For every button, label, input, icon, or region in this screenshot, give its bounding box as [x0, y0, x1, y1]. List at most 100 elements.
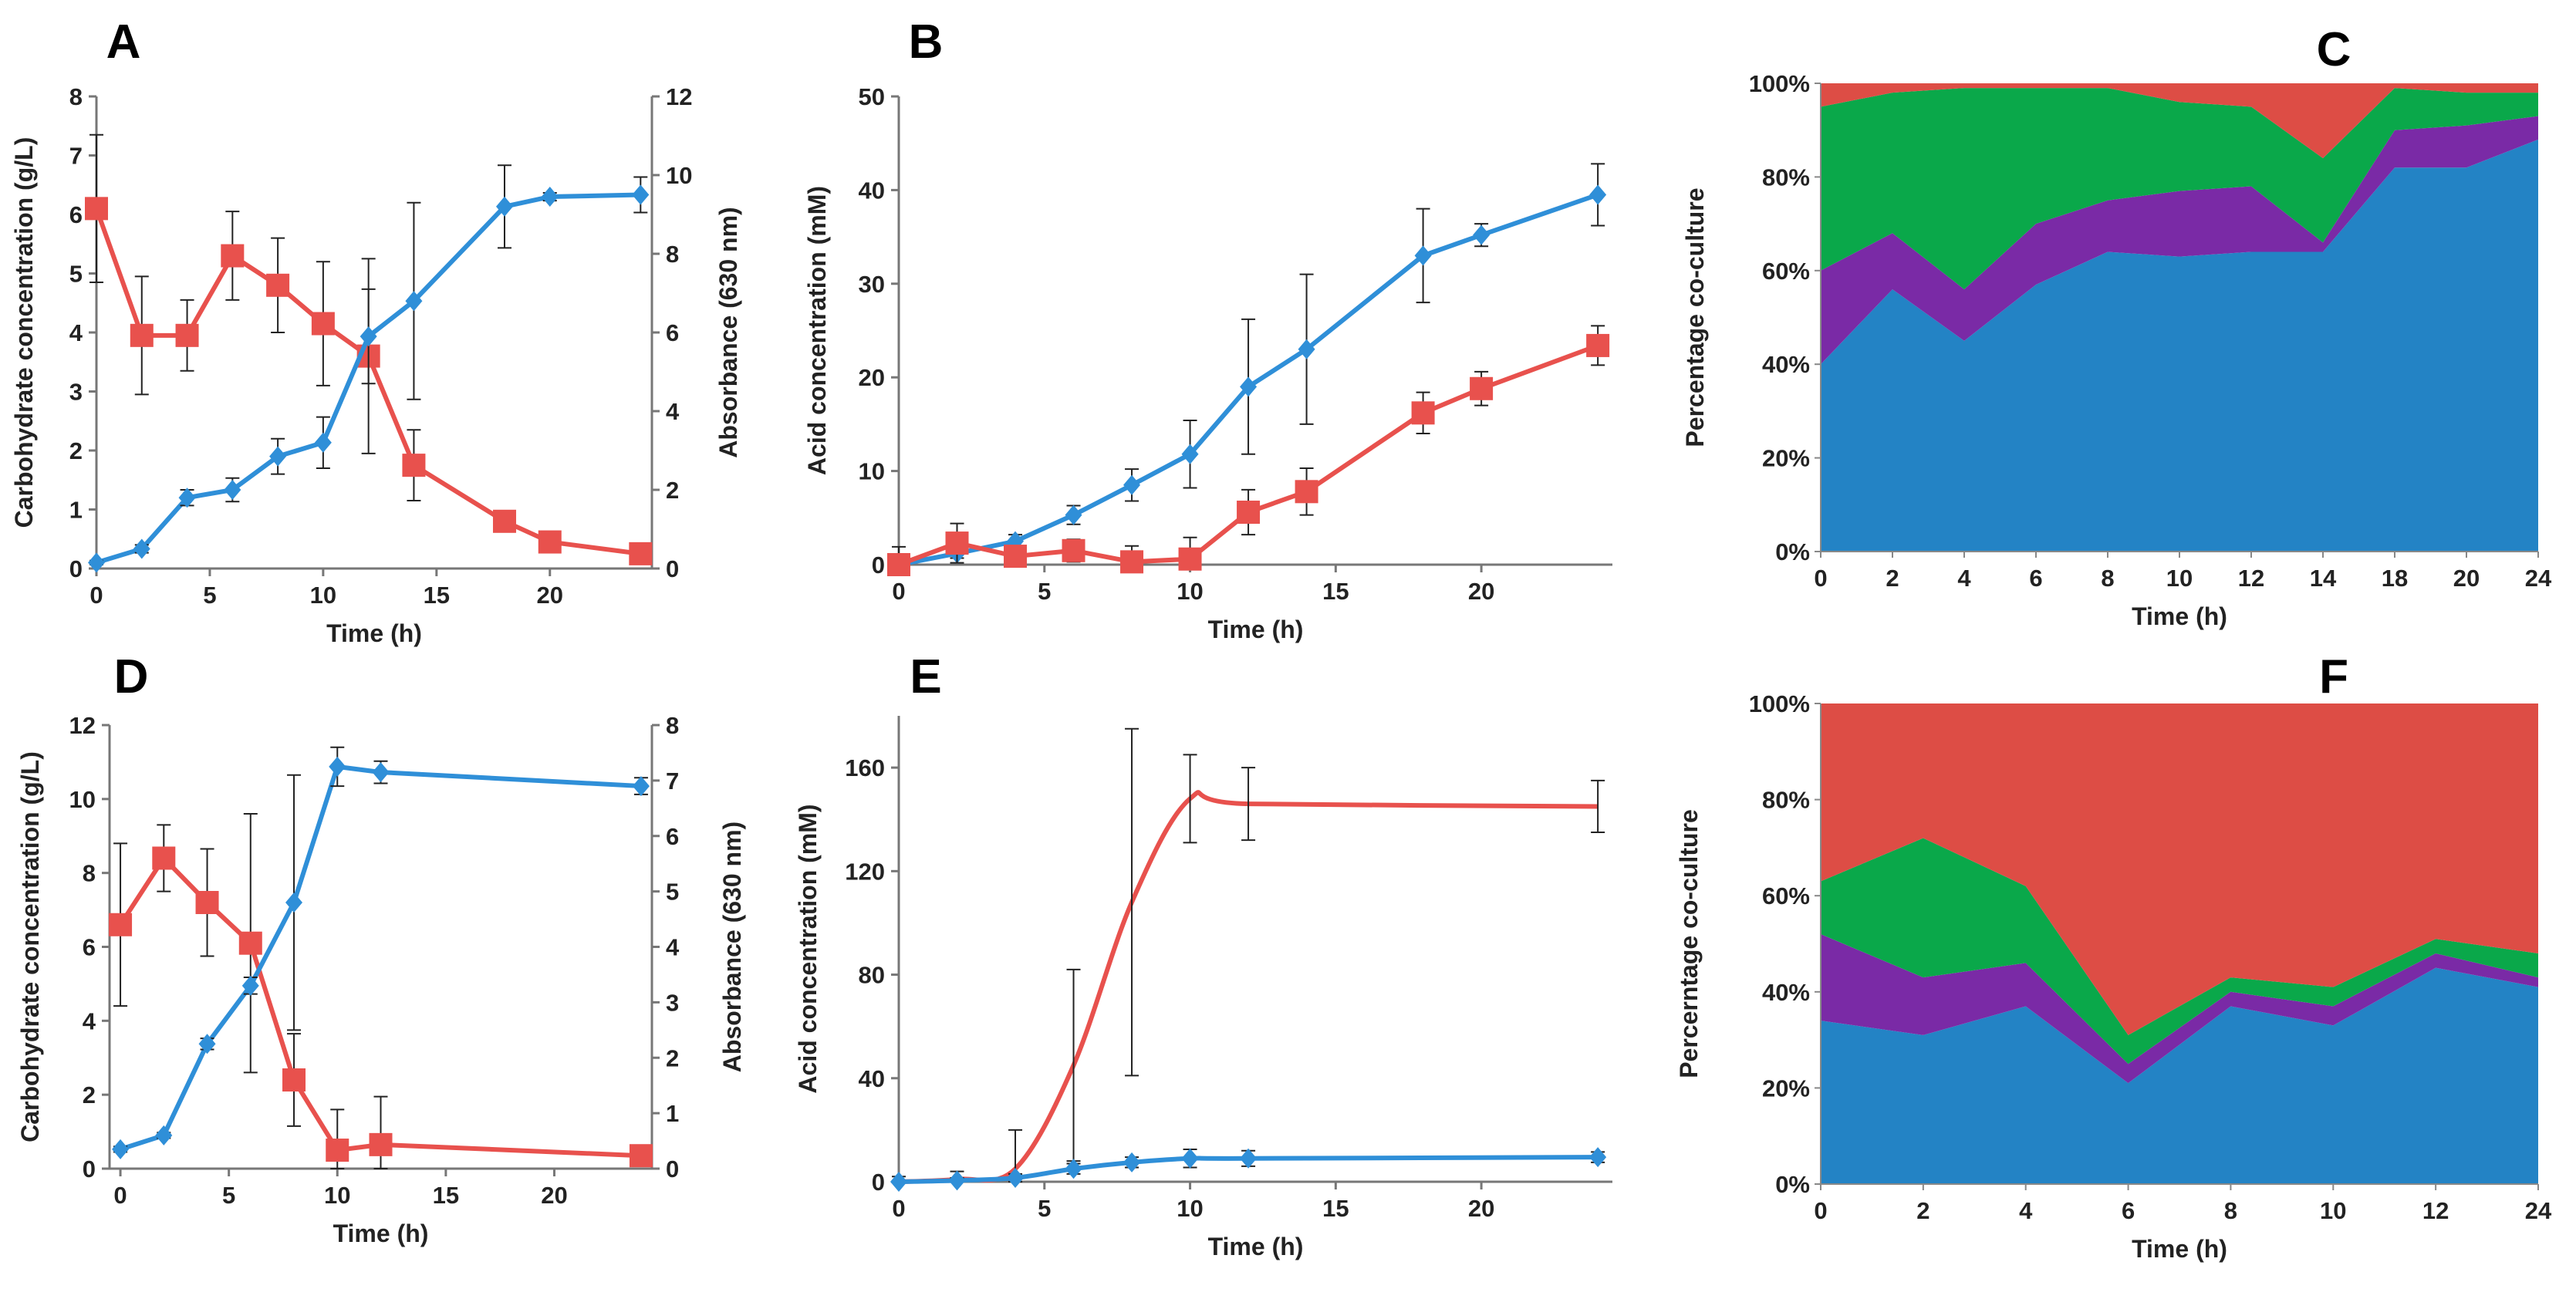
data-point-diamond [1414, 245, 1432, 266]
x-tick-label: 15 [424, 582, 450, 609]
y-tick-label: 2 [69, 437, 83, 464]
x-axis-label: Time (h) [1208, 616, 1304, 643]
data-point-diamond [632, 184, 650, 205]
x-tick-label: 5 [203, 582, 216, 609]
y-tick-label: 10 [69, 786, 96, 813]
data-point-diamond [1240, 376, 1258, 397]
data-point-diamond [360, 326, 377, 347]
y-tick-label: 12 [69, 712, 96, 739]
x-axis-label: Time (h) [1208, 1233, 1304, 1260]
data-point-square [1470, 376, 1494, 400]
x-tick-label: 4 [2019, 1197, 2033, 1224]
data-point-square [175, 323, 199, 347]
x-tick-label: 2 [1916, 1197, 1929, 1224]
data-point-square [1062, 538, 1085, 562]
data-point-square [326, 1139, 349, 1162]
data-point-square [402, 454, 426, 477]
y-tick-label: 50 [859, 83, 885, 110]
data-point-square [629, 542, 653, 565]
y-tick-label: 80% [1762, 164, 1810, 191]
data-point-diamond [1298, 339, 1315, 359]
y2-tick-label: 4 [666, 934, 680, 961]
data-point-diamond [155, 1125, 173, 1145]
x-tick-label: 20 [541, 1182, 567, 1209]
x-tick-label: 10 [2166, 565, 2193, 592]
data-point-square [152, 846, 176, 870]
x-tick-label: 20 [2453, 565, 2480, 592]
panel-e: 0 40 80 120 160 0 5 10 15 20 Time (h) Acid concentr… [794, 650, 1612, 1260]
x-tick-label: 10 [1177, 1195, 1203, 1222]
y-axis-label: Acid concentration (mM) [794, 804, 822, 1093]
x-tick-label: 18 [2382, 565, 2408, 592]
data-point-diamond [1123, 1152, 1141, 1172]
y-tick-label: 7 [69, 143, 83, 170]
y2-tick-label: 12 [666, 83, 692, 110]
y-tick-label: 80 [859, 962, 885, 989]
y-tick-label: 20 [859, 364, 885, 391]
y2-tick-label: 0 [666, 555, 679, 582]
data-point-diamond [1065, 1159, 1082, 1179]
panel-label: A [106, 15, 141, 69]
x-tick-label: 8 [2224, 1197, 2237, 1224]
y2-tick-label: 8 [666, 712, 679, 739]
data-point-diamond [495, 196, 513, 217]
x-tick-label: 20 [1468, 1195, 1494, 1222]
data-point-diamond [372, 762, 390, 783]
area-series-red [1821, 83, 2538, 159]
panel-label: E [910, 650, 941, 703]
y-tick-label: 20% [1762, 445, 1810, 472]
data-point-square [492, 509, 516, 533]
x-tick-label: 0 [1814, 565, 1827, 592]
data-point-diamond [632, 776, 650, 797]
x-tick-label: 10 [310, 582, 336, 609]
y-tick-label: 0% [1775, 538, 1810, 565]
data-point-diamond [269, 446, 287, 467]
data-point-diamond [314, 432, 332, 453]
y-tick-label: 2 [83, 1081, 96, 1108]
x-axis-label: Time (h) [326, 619, 422, 647]
x-tick-label: 24 [2525, 565, 2552, 592]
data-point-square [85, 197, 108, 221]
x-tick-label: 5 [1038, 578, 1051, 605]
x-tick-label: 15 [433, 1182, 459, 1209]
data-point-square [1586, 333, 1610, 357]
y-tick-label: 40 [859, 1065, 885, 1092]
y-tick-label: 60% [1762, 882, 1810, 909]
y2-axis-label: Absorbance (630 nm) [718, 822, 746, 1072]
y-axis-label: Percentage co-culture [1681, 187, 1709, 447]
x-tick-label: 2 [1886, 565, 1899, 592]
y-tick-label: 0 [872, 552, 885, 579]
data-point-diamond [198, 1034, 216, 1054]
series-line [898, 790, 1599, 1184]
data-point-diamond [948, 1170, 966, 1191]
data-point-diamond [1181, 444, 1199, 464]
data-point-diamond [241, 975, 259, 996]
x-axis-label: Time (h) [333, 1220, 429, 1247]
data-point-square [195, 891, 219, 914]
y-tick-label: 100% [1749, 70, 1810, 97]
data-point-diamond [1473, 224, 1491, 245]
y-tick-label: 30 [859, 271, 885, 298]
data-point-diamond [88, 552, 105, 573]
y-tick-label: 6 [83, 934, 96, 961]
x-tick-label: 12 [2422, 1197, 2449, 1224]
y-tick-label: 0 [83, 1156, 96, 1183]
data-point-square [1178, 547, 1202, 571]
y-axis-label: Percerntage co-culture [1675, 809, 1703, 1078]
area-series-blue [1821, 139, 2538, 552]
x-tick-label: 20 [1468, 578, 1494, 605]
y-tick-label: 160 [845, 754, 885, 781]
data-point-diamond [224, 480, 241, 500]
y-axis-label: Carbohydrate concentration (g/L) [10, 137, 38, 528]
x-tick-label: 15 [1322, 1195, 1349, 1222]
y-tick-label: 60% [1762, 258, 1810, 285]
x-tick-label: 6 [2029, 565, 2042, 592]
data-point-square [109, 913, 133, 936]
data-point-square [369, 1132, 393, 1156]
x-tick-label: 0 [892, 1195, 905, 1222]
data-point-diamond [112, 1139, 130, 1159]
panel-label: F [2319, 650, 2348, 703]
data-point-diamond [285, 892, 303, 913]
